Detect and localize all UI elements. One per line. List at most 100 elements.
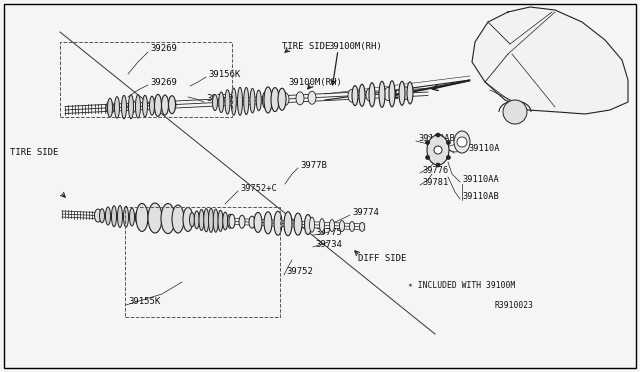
Ellipse shape [384,87,392,100]
Ellipse shape [128,100,136,113]
Text: 39110A: 39110A [468,144,499,153]
Text: R3910023: R3910023 [495,301,534,310]
Ellipse shape [274,211,282,235]
Ellipse shape [111,206,116,227]
Text: 39110AB: 39110AB [462,192,499,201]
Ellipse shape [330,219,335,232]
Circle shape [446,141,451,144]
Ellipse shape [352,86,358,106]
Ellipse shape [95,209,102,222]
Ellipse shape [150,96,154,115]
Text: DIFF SIDE: DIFF SIDE [358,253,406,263]
Ellipse shape [225,90,230,114]
Ellipse shape [168,98,176,111]
Ellipse shape [108,98,113,117]
Text: 39155K: 39155K [128,298,160,307]
Ellipse shape [369,83,375,107]
Text: 39100M(RH): 39100M(RH) [288,77,342,87]
Text: 3977B: 3977B [300,160,327,170]
Ellipse shape [308,91,316,104]
Ellipse shape [122,95,127,119]
Ellipse shape [223,212,228,230]
Ellipse shape [227,214,232,228]
Ellipse shape [231,88,236,115]
Ellipse shape [254,212,262,232]
Text: TIRE SIDE: TIRE SIDE [10,148,58,157]
Text: ∗ INCLUDED WITH 39100M: ∗ INCLUDED WITH 39100M [408,280,515,289]
Circle shape [426,141,429,144]
Ellipse shape [199,209,204,231]
Ellipse shape [262,92,268,108]
Ellipse shape [264,212,272,234]
Text: 39752: 39752 [286,267,313,276]
Ellipse shape [154,94,161,116]
Ellipse shape [271,87,279,112]
Text: 39100M(RH): 39100M(RH) [328,42,381,51]
Ellipse shape [161,203,175,234]
Ellipse shape [237,87,243,115]
Ellipse shape [106,207,111,225]
Ellipse shape [99,209,104,223]
Ellipse shape [427,135,449,165]
Ellipse shape [212,94,218,110]
Bar [60,42,232,117]
Text: 39110AA: 39110AA [462,174,499,183]
Ellipse shape [172,205,184,233]
Ellipse shape [213,209,218,232]
Ellipse shape [454,131,470,153]
Ellipse shape [348,89,356,102]
Ellipse shape [366,89,374,102]
Ellipse shape [118,205,122,228]
Circle shape [446,155,451,160]
Ellipse shape [124,206,129,227]
Circle shape [503,100,527,124]
Ellipse shape [244,87,249,115]
Ellipse shape [284,212,292,236]
Ellipse shape [229,214,235,228]
Ellipse shape [310,217,314,232]
Circle shape [426,155,429,160]
Polygon shape [472,7,628,114]
Ellipse shape [204,209,209,232]
Text: 39110AB: 39110AB [418,134,455,142]
Ellipse shape [389,81,395,107]
Circle shape [436,163,440,167]
Circle shape [457,137,467,147]
Ellipse shape [360,222,365,231]
Ellipse shape [143,95,147,117]
Text: 39269: 39269 [150,44,177,52]
Ellipse shape [339,221,344,231]
Text: 39156K: 39156K [208,70,240,78]
Ellipse shape [189,212,195,227]
Ellipse shape [219,92,224,113]
Ellipse shape [401,87,409,100]
Ellipse shape [250,89,255,113]
Text: 39781: 39781 [422,177,448,186]
Ellipse shape [136,210,141,224]
Ellipse shape [319,219,324,232]
Ellipse shape [148,203,162,233]
Circle shape [434,146,442,154]
Ellipse shape [239,215,245,228]
Ellipse shape [209,208,214,232]
Ellipse shape [136,203,148,231]
Text: 39775: 39775 [315,228,342,237]
Ellipse shape [281,93,289,106]
Ellipse shape [296,92,304,105]
Ellipse shape [256,90,261,111]
Ellipse shape [278,88,286,110]
Ellipse shape [407,82,413,104]
Ellipse shape [264,87,272,113]
Ellipse shape [161,95,168,115]
Ellipse shape [249,216,255,228]
Ellipse shape [129,208,134,226]
Ellipse shape [305,215,312,235]
Bar [125,207,280,317]
Text: 39776: 39776 [422,166,448,174]
Ellipse shape [399,81,405,105]
Ellipse shape [218,210,223,231]
Text: TIRE SIDE: TIRE SIDE [282,42,330,51]
Ellipse shape [151,99,159,112]
Ellipse shape [136,95,141,118]
Text: 39734: 39734 [315,240,342,248]
